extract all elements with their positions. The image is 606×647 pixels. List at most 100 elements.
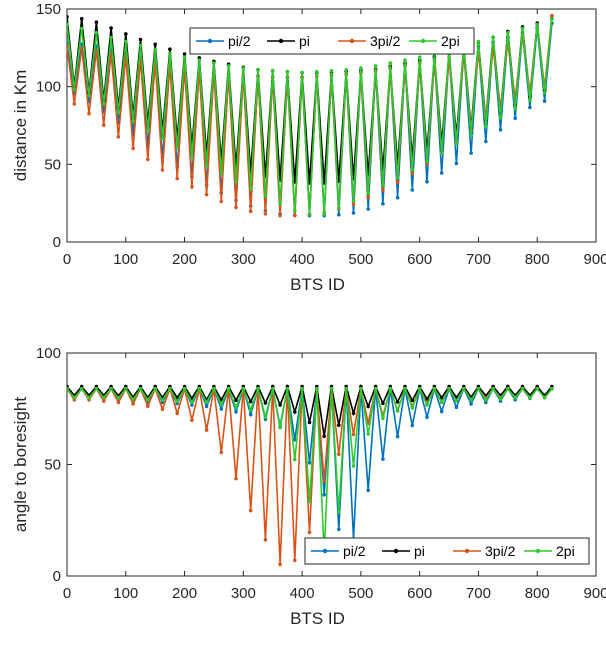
data-point: [256, 68, 260, 72]
data-point: [351, 411, 356, 416]
data-point: [79, 16, 84, 21]
legend-marker: [207, 38, 213, 44]
data-point: [116, 110, 121, 115]
data-point: [234, 178, 238, 183]
data-point: [197, 58, 202, 62]
data-point: [182, 386, 187, 391]
data-point: [454, 161, 459, 166]
legend-label: 2pi: [441, 33, 460, 49]
data-point: [469, 133, 473, 138]
data-point: [116, 400, 121, 405]
data-point: [425, 403, 429, 407]
y-axis-label: angle to boresight: [11, 397, 30, 532]
data-point: [67, 386, 69, 391]
data-point: [307, 212, 312, 216]
legend-marker: [535, 548, 541, 554]
data-point: [462, 386, 466, 391]
data-point: [175, 411, 179, 416]
x-tick-label: 800: [525, 251, 550, 268]
data-point: [381, 188, 385, 192]
data-point: [373, 386, 378, 391]
data-point: [175, 399, 179, 404]
data-point: [513, 116, 517, 120]
x-tick-label: 400: [290, 585, 315, 602]
data-point: [293, 213, 297, 218]
data-point: [300, 70, 304, 75]
data-point: [87, 93, 91, 98]
data-point: [204, 192, 209, 197]
data-point: [469, 398, 473, 402]
data-point: [293, 457, 297, 462]
data-point: [160, 407, 165, 412]
data-point: [263, 401, 268, 405]
data-point: [248, 412, 253, 417]
data-point: [131, 146, 135, 151]
legend-marker: [464, 548, 470, 554]
legend-label: pi/2: [343, 543, 366, 559]
data-point: [351, 464, 356, 468]
data-point: [447, 386, 451, 391]
data-point: [351, 211, 356, 215]
data-point: [248, 186, 253, 191]
x-tick-label: 500: [348, 251, 373, 268]
data-point: [410, 168, 415, 172]
data-point: [550, 13, 554, 18]
data-point: [101, 102, 106, 106]
data-point: [307, 460, 312, 465]
data-point: [381, 201, 385, 206]
data-point: [94, 48, 99, 53]
data-point: [373, 64, 378, 68]
data-point: [381, 416, 385, 421]
series-markers-3: [67, 386, 554, 555]
data-point: [79, 26, 84, 31]
data-point: [175, 145, 179, 150]
data-point: [285, 386, 290, 391]
x-tick-label: 600: [407, 585, 432, 602]
data-point: [138, 43, 143, 48]
data-point: [263, 212, 268, 216]
data-point: [351, 199, 356, 203]
data-point: [351, 202, 356, 206]
legend-marker: [420, 38, 426, 44]
data-point: [219, 171, 224, 175]
data-point: [234, 405, 238, 410]
data-point: [410, 188, 415, 192]
data-point: [329, 68, 334, 73]
data-point: [484, 124, 488, 129]
data-point: [241, 66, 246, 70]
data-point: [67, 44, 69, 49]
y-axis-label: distance in Km: [11, 70, 30, 182]
data-point: [138, 386, 143, 391]
data-point: [248, 399, 253, 404]
data-point: [101, 395, 106, 400]
data-point: [528, 395, 532, 400]
data-point: [109, 26, 113, 30]
y-tick-label: 0: [53, 234, 61, 251]
data-point: [182, 55, 187, 59]
x-tick-label: 600: [407, 251, 432, 268]
data-point: [337, 206, 341, 210]
data-point: [366, 404, 371, 409]
data-point: [72, 395, 77, 400]
data-point: [439, 171, 444, 175]
data-point: [190, 403, 194, 407]
distance-chart: 0 100 200 300 400 500 600 700 800 900 0 50 100 150 BTS…: [11, 1, 606, 294]
data-point: [293, 208, 297, 213]
data-point: [307, 530, 312, 535]
x-tick-label: 200: [172, 251, 197, 268]
data-point: [484, 398, 488, 402]
data-point: [506, 30, 510, 35]
data-point: [109, 35, 113, 40]
data-point: [212, 386, 216, 391]
data-point: [72, 102, 77, 106]
data-point: [248, 408, 253, 412]
data-point: [87, 395, 91, 400]
legend-label: pi: [414, 543, 425, 559]
data-point: [293, 437, 297, 442]
data-point: [535, 386, 539, 391]
series-markers-3: [67, 17, 554, 216]
data-point: [454, 399, 459, 403]
y-tick-label: 100: [36, 79, 61, 96]
data-point: [168, 51, 172, 56]
data-point: [351, 432, 356, 437]
